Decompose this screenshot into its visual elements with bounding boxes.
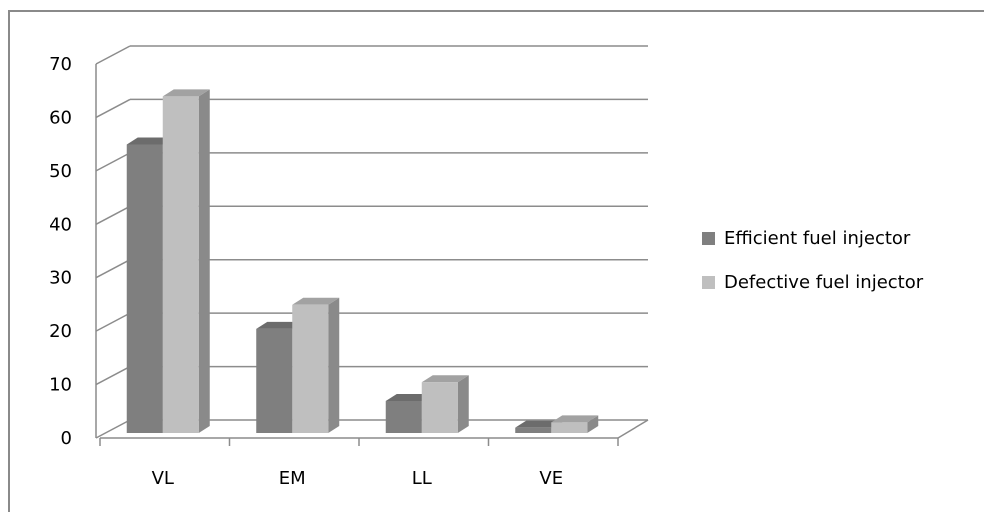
- bar: [292, 297, 340, 433]
- chart-frame: [8, 10, 984, 512]
- bars-layer: [126, 89, 599, 434]
- bar-top: [126, 137, 174, 145]
- bar-top: [515, 420, 563, 428]
- y-tick-label: 40: [49, 214, 72, 235]
- axis-layer: [95, 64, 649, 446]
- x-category-label: VL: [152, 468, 174, 489]
- x-category-label: LL: [412, 468, 432, 489]
- legend-swatch: [702, 232, 715, 245]
- x-category-label: VE: [539, 468, 563, 489]
- gridline-depth: [95, 98, 131, 119]
- legend: Efficient fuel injector Defective fuel in…: [702, 228, 924, 293]
- gridline-depth: [95, 312, 131, 332]
- bar-side: [328, 297, 340, 433]
- bar-top: [292, 297, 340, 305]
- bar-front: [162, 96, 199, 434]
- bar: [421, 375, 469, 433]
- gridline-depth: [95, 45, 131, 65]
- gridline-depth: [95, 365, 131, 386]
- y-tick-label: 0: [61, 428, 72, 449]
- x-category-label: EM: [279, 468, 306, 489]
- y-tick-label: 10: [49, 375, 72, 396]
- gridline-depth: [95, 419, 131, 439]
- gridline-depth: [95, 152, 131, 172]
- bar-front: [126, 144, 163, 433]
- bar-side: [457, 375, 469, 433]
- bar-front: [515, 427, 552, 433]
- gridline-depth: [95, 205, 131, 225]
- bar-top: [421, 375, 469, 383]
- bar-front: [421, 382, 458, 433]
- bar-front: [385, 400, 422, 433]
- bar: [551, 415, 599, 433]
- bar-top: [385, 393, 433, 401]
- floor-edge: [617, 419, 649, 439]
- bar: [162, 89, 210, 434]
- y-tick-label: 30: [49, 268, 72, 289]
- bar-front: [551, 422, 588, 433]
- bar-top: [256, 321, 304, 329]
- x-category-labels: VL EM LL VE: [152, 468, 564, 489]
- bar-front: [256, 328, 293, 433]
- legend-swatch: [702, 276, 715, 289]
- y-tick-label: 60: [49, 107, 72, 128]
- bar-side: [198, 89, 210, 434]
- y-tick-label: 50: [49, 161, 72, 182]
- y-tick-label: 70: [49, 54, 72, 75]
- y-tick-label: 20: [49, 321, 72, 342]
- legend-label: Defective fuel injector: [724, 272, 924, 293]
- y-tick-labels: 0 10 20 30 40 50 60 70: [49, 54, 72, 449]
- bar-front: [292, 304, 329, 433]
- bar-top: [551, 415, 599, 423]
- bar-side: [587, 415, 599, 433]
- bar-top: [162, 89, 210, 97]
- gridline-depth: [95, 259, 131, 279]
- legend-label: Efficient fuel injector: [724, 228, 911, 249]
